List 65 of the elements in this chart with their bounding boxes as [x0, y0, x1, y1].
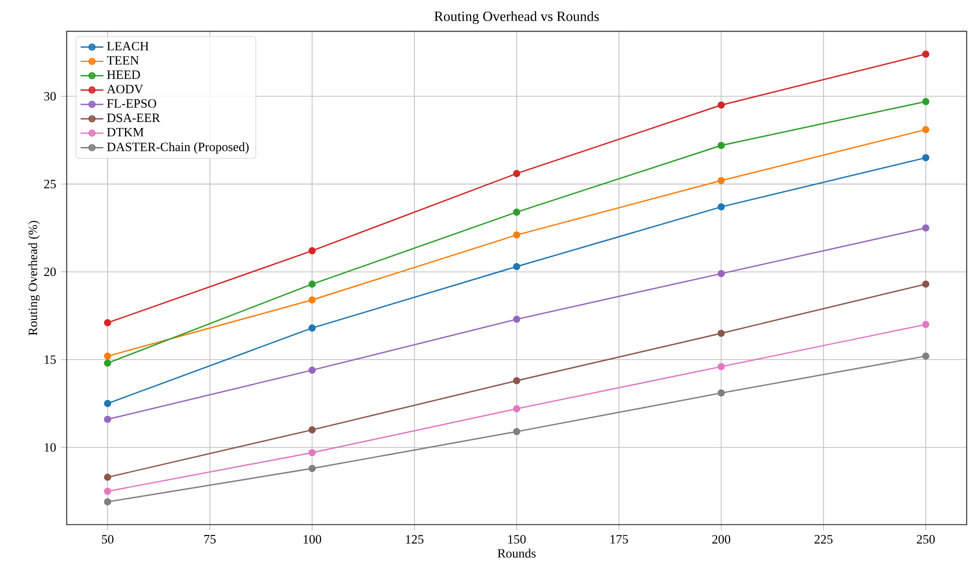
- x-tick-label: 75: [204, 535, 216, 544]
- point: [104, 498, 112, 506]
- point: [513, 316, 520, 323]
- point: [513, 428, 520, 436]
- point: [513, 262, 520, 270]
- point: [718, 330, 725, 337]
- point: [513, 377, 520, 384]
- point: [513, 208, 520, 216]
- y-tick-label: 20: [44, 268, 56, 276]
- legend-label: DASTER-Chain (Proposed): [107, 142, 249, 154]
- point: [922, 126, 930, 134]
- x-tick-label: 250: [916, 535, 935, 544]
- point: [718, 270, 725, 278]
- x-tick-label: 200: [712, 535, 730, 544]
- point: [922, 224, 930, 232]
- point: [718, 142, 725, 150]
- y-tick-label: 25: [44, 180, 56, 188]
- x-axis-title: Rounds: [498, 548, 536, 558]
- x-tick-label: 100: [304, 535, 322, 544]
- point: [104, 352, 112, 360]
- point: [104, 319, 112, 326]
- point: [104, 416, 112, 423]
- y-tick-label: 30: [44, 92, 56, 101]
- point: [308, 324, 316, 332]
- point: [922, 352, 930, 360]
- point: [104, 400, 112, 408]
- point: [308, 426, 316, 434]
- point: [718, 176, 725, 184]
- point: [718, 203, 725, 210]
- x-tick-label: 125: [406, 535, 424, 544]
- legend-label: AODV: [106, 84, 144, 94]
- point: [513, 231, 520, 239]
- legend-label: DTKM: [107, 128, 144, 136]
- legend-label: HEED: [107, 70, 140, 79]
- x-tick-label: 150: [508, 535, 526, 544]
- y-tick-label: 10: [44, 443, 56, 452]
- x-tick-label: 50: [102, 535, 114, 544]
- point: [308, 464, 316, 472]
- point: [104, 474, 112, 481]
- point: [922, 50, 930, 58]
- y-tick-label: 15: [44, 355, 56, 364]
- legend-label: LEACH: [107, 42, 149, 50]
- legend-label: TEEN: [106, 56, 139, 65]
- point: [104, 360, 112, 367]
- point: [308, 296, 316, 304]
- point: [308, 366, 316, 374]
- point: [513, 170, 520, 178]
- point: [308, 280, 316, 288]
- point: [718, 389, 725, 397]
- point: [922, 154, 930, 162]
- legend-label: DSA-EER: [107, 114, 160, 122]
- chart-title: Routing Overhead vs Rounds: [434, 11, 599, 24]
- point: [104, 488, 112, 495]
- point: [922, 320, 930, 328]
- point: [922, 280, 930, 288]
- point: [718, 363, 725, 370]
- x-tick-label: 225: [814, 535, 832, 544]
- point: [922, 98, 930, 106]
- point: [308, 247, 316, 254]
- point: [308, 449, 316, 456]
- point: [718, 101, 725, 109]
- point: [513, 405, 520, 412]
- legend-label: FL-EPSO: [107, 99, 156, 108]
- x-tick-label: 175: [610, 535, 628, 544]
- y-axis-title: Routing Overhead (%): [28, 220, 40, 336]
